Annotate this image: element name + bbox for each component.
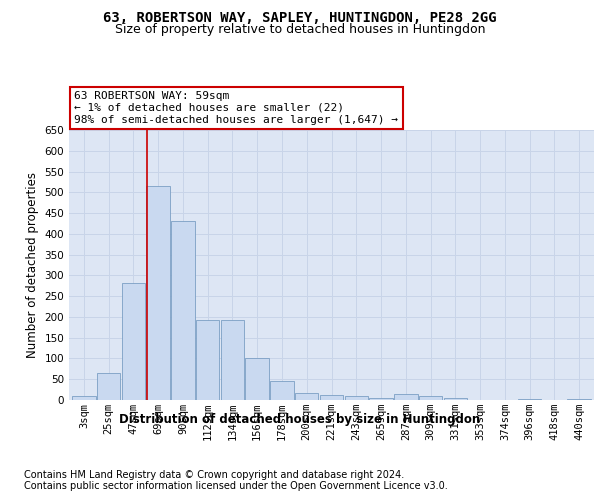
Bar — [122, 283, 145, 400]
Bar — [72, 396, 95, 400]
Bar — [320, 396, 343, 400]
Bar — [443, 398, 467, 400]
Bar — [295, 394, 319, 400]
Bar — [245, 358, 269, 400]
Bar — [369, 398, 393, 400]
Text: 63 ROBERTSON WAY: 59sqm
← 1% of detached houses are smaller (22)
98% of semi-det: 63 ROBERTSON WAY: 59sqm ← 1% of detached… — [74, 92, 398, 124]
Bar — [221, 320, 244, 400]
Text: Contains public sector information licensed under the Open Government Licence v3: Contains public sector information licen… — [24, 481, 448, 491]
Text: Size of property relative to detached houses in Huntingdon: Size of property relative to detached ho… — [115, 22, 485, 36]
Text: Distribution of detached houses by size in Huntingdon: Distribution of detached houses by size … — [119, 412, 481, 426]
Bar — [97, 373, 121, 400]
Bar — [419, 396, 442, 400]
Bar — [518, 399, 541, 400]
Bar — [171, 220, 194, 400]
Bar — [344, 396, 368, 400]
Bar — [196, 320, 220, 400]
Text: Contains HM Land Registry data © Crown copyright and database right 2024.: Contains HM Land Registry data © Crown c… — [24, 470, 404, 480]
Bar — [394, 394, 418, 400]
Y-axis label: Number of detached properties: Number of detached properties — [26, 172, 39, 358]
Bar — [146, 186, 170, 400]
Bar — [270, 381, 294, 400]
Text: 63, ROBERTSON WAY, SAPLEY, HUNTINGDON, PE28 2GG: 63, ROBERTSON WAY, SAPLEY, HUNTINGDON, P… — [103, 11, 497, 25]
Bar — [568, 399, 591, 400]
